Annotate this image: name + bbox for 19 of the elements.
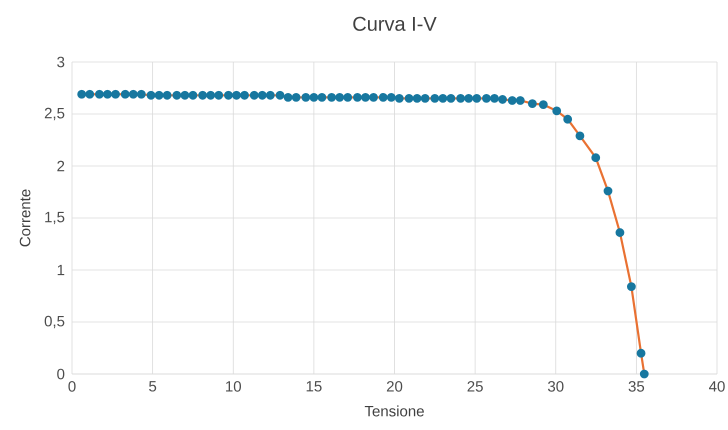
x-tick-label: 0 bbox=[68, 381, 76, 392]
x-tick-label: 35 bbox=[628, 381, 644, 392]
x-tick-label: 30 bbox=[548, 381, 564, 392]
x-tick-label: 5 bbox=[149, 381, 156, 392]
x-tick-label: 10 bbox=[226, 381, 241, 392]
y-tick-label: 2,5 bbox=[44, 108, 64, 120]
x-tick-label: 40 bbox=[709, 381, 725, 392]
y-tick-label: 3 bbox=[57, 56, 64, 68]
y-tick-label: 1 bbox=[58, 264, 64, 276]
y-tick-label: 0 bbox=[57, 368, 64, 380]
x-tick-label: 15 bbox=[306, 381, 322, 392]
x-axis-title: Tensione bbox=[364, 405, 424, 416]
y-axis-title: Corrente bbox=[20, 189, 30, 246]
x-tick-label: 20 bbox=[386, 381, 402, 392]
y-tick-label: 2 bbox=[57, 160, 64, 172]
x-tick-label: 25 bbox=[468, 381, 483, 392]
y-tick-label: 0,5 bbox=[44, 316, 64, 328]
y-tick-label: 1,5 bbox=[45, 212, 64, 224]
chart-title: Curva I-V bbox=[353, 16, 437, 31]
